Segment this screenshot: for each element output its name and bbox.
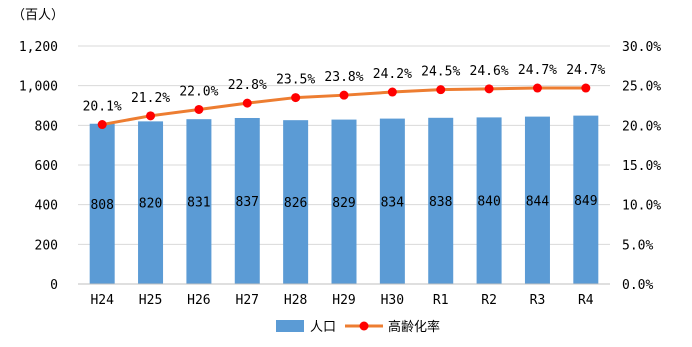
left-tick-label: 600 bbox=[35, 159, 58, 174]
population-labels: 808 820 831 837 826 829 834 838 840 844 849 bbox=[90, 194, 597, 213]
bar bbox=[283, 120, 309, 284]
x-tick-label: H24 bbox=[90, 293, 114, 308]
x-tick-label: H27 bbox=[236, 293, 259, 308]
bar-value-label: 829 bbox=[332, 196, 355, 211]
x-tick-label: H29 bbox=[332, 293, 355, 308]
aging-rate-point bbox=[339, 90, 349, 100]
aging-rate-value-label: 24.7% bbox=[566, 63, 605, 78]
x-axis: H24 H25 H26 H27 H28 H29 H30 R1 R2 R3 R4 bbox=[78, 283, 610, 308]
bar-value-label: 837 bbox=[236, 195, 259, 210]
right-tick-label: 20.0% bbox=[622, 119, 661, 134]
aging-rate-value-label: 24.5% bbox=[421, 65, 460, 80]
legend-swatch-population bbox=[276, 320, 304, 332]
bar-value-label: 834 bbox=[381, 195, 405, 210]
aging-rate-point bbox=[436, 85, 446, 95]
legend-label-aging-rate: 高齢化率 bbox=[388, 319, 440, 335]
aging-rate-value-label: 24.2% bbox=[373, 67, 412, 82]
bar-value-label: 838 bbox=[429, 195, 452, 210]
aging-rate-point bbox=[146, 111, 156, 121]
right-tick-label: 25.0% bbox=[622, 80, 661, 95]
x-tick-label: R4 bbox=[578, 293, 594, 308]
aging-rate-point bbox=[97, 120, 107, 130]
bar bbox=[524, 116, 550, 285]
right-tick-label: 10.0% bbox=[622, 199, 661, 214]
aging-rate-value-label: 22.8% bbox=[228, 78, 267, 93]
bar-value-label: 844 bbox=[526, 194, 550, 209]
aging-rate-value-label: 24.7% bbox=[518, 63, 557, 78]
aging-rate-value-label: 20.1% bbox=[83, 100, 122, 115]
bar bbox=[138, 121, 164, 284]
x-tick-label: H25 bbox=[139, 293, 162, 308]
aging-rate-value-label: 22.0% bbox=[179, 84, 218, 99]
aging-rate-labels: 20.1% 21.2% 22.0% 22.8% 23.5% 23.8% 24.2% 24.5%… bbox=[83, 63, 606, 114]
bar bbox=[331, 119, 357, 284]
left-tick-label: 1,200 bbox=[19, 40, 58, 55]
x-tick-label: H28 bbox=[284, 293, 307, 308]
left-axis: 0 200 400 600 800 1,000 1,200 bbox=[19, 40, 58, 293]
right-tick-label: 0.0% bbox=[622, 278, 653, 293]
aging-rate-value-label: 24.6% bbox=[470, 64, 509, 79]
aging-rate-value-label: 21.2% bbox=[131, 91, 170, 106]
bar-value-label: 826 bbox=[284, 196, 307, 211]
bar bbox=[573, 115, 599, 285]
bar bbox=[476, 117, 502, 285]
left-tick-label: 0 bbox=[50, 278, 58, 293]
left-tick-label: 200 bbox=[35, 238, 58, 253]
left-tick-label: 1,000 bbox=[19, 80, 58, 95]
unit-label: （百人） bbox=[12, 8, 64, 23]
aging-rate-value-label: 23.5% bbox=[276, 73, 315, 88]
population-bars bbox=[89, 115, 599, 285]
bar-value-label: 808 bbox=[90, 198, 113, 213]
bar-value-label: 840 bbox=[477, 195, 500, 210]
bar bbox=[379, 118, 405, 284]
x-tick-label: R3 bbox=[530, 293, 546, 308]
left-tick-label: 400 bbox=[35, 199, 58, 214]
aging-rate-value-label: 23.8% bbox=[324, 70, 363, 85]
aging-rate-point bbox=[532, 83, 542, 93]
x-tick-label: H26 bbox=[187, 293, 210, 308]
aging-rate-point bbox=[387, 87, 397, 97]
right-tick-label: 30.0% bbox=[622, 40, 661, 55]
bar bbox=[234, 117, 260, 285]
aging-rate-line bbox=[97, 83, 591, 130]
x-tick-label: H30 bbox=[381, 293, 404, 308]
x-tick-label: R2 bbox=[481, 293, 497, 308]
bar-value-label: 849 bbox=[574, 194, 597, 209]
bar bbox=[89, 123, 115, 284]
legend: 人口 高齢化率 bbox=[276, 319, 440, 335]
bar-value-label: 820 bbox=[139, 197, 162, 212]
aging-rate-point bbox=[581, 83, 591, 93]
right-axis: 0.0% 5.0% 10.0% 15.0% 20.0% 25.0% 30.0% bbox=[622, 40, 661, 293]
right-tick-label: 5.0% bbox=[622, 238, 653, 253]
aging-rate-point bbox=[242, 98, 252, 108]
bar-value-label: 831 bbox=[187, 196, 210, 211]
left-tick-label: 800 bbox=[35, 119, 58, 134]
legend-marker-aging-rate bbox=[359, 321, 369, 331]
aging-rate-point bbox=[484, 84, 494, 94]
x-tick-label: R1 bbox=[433, 293, 449, 308]
aging-rate-point bbox=[291, 93, 301, 103]
aging-rate-point bbox=[194, 104, 204, 114]
bar bbox=[186, 119, 212, 284]
legend-label-population: 人口 bbox=[310, 320, 336, 335]
right-tick-label: 15.0% bbox=[622, 159, 661, 174]
bar bbox=[428, 117, 454, 285]
